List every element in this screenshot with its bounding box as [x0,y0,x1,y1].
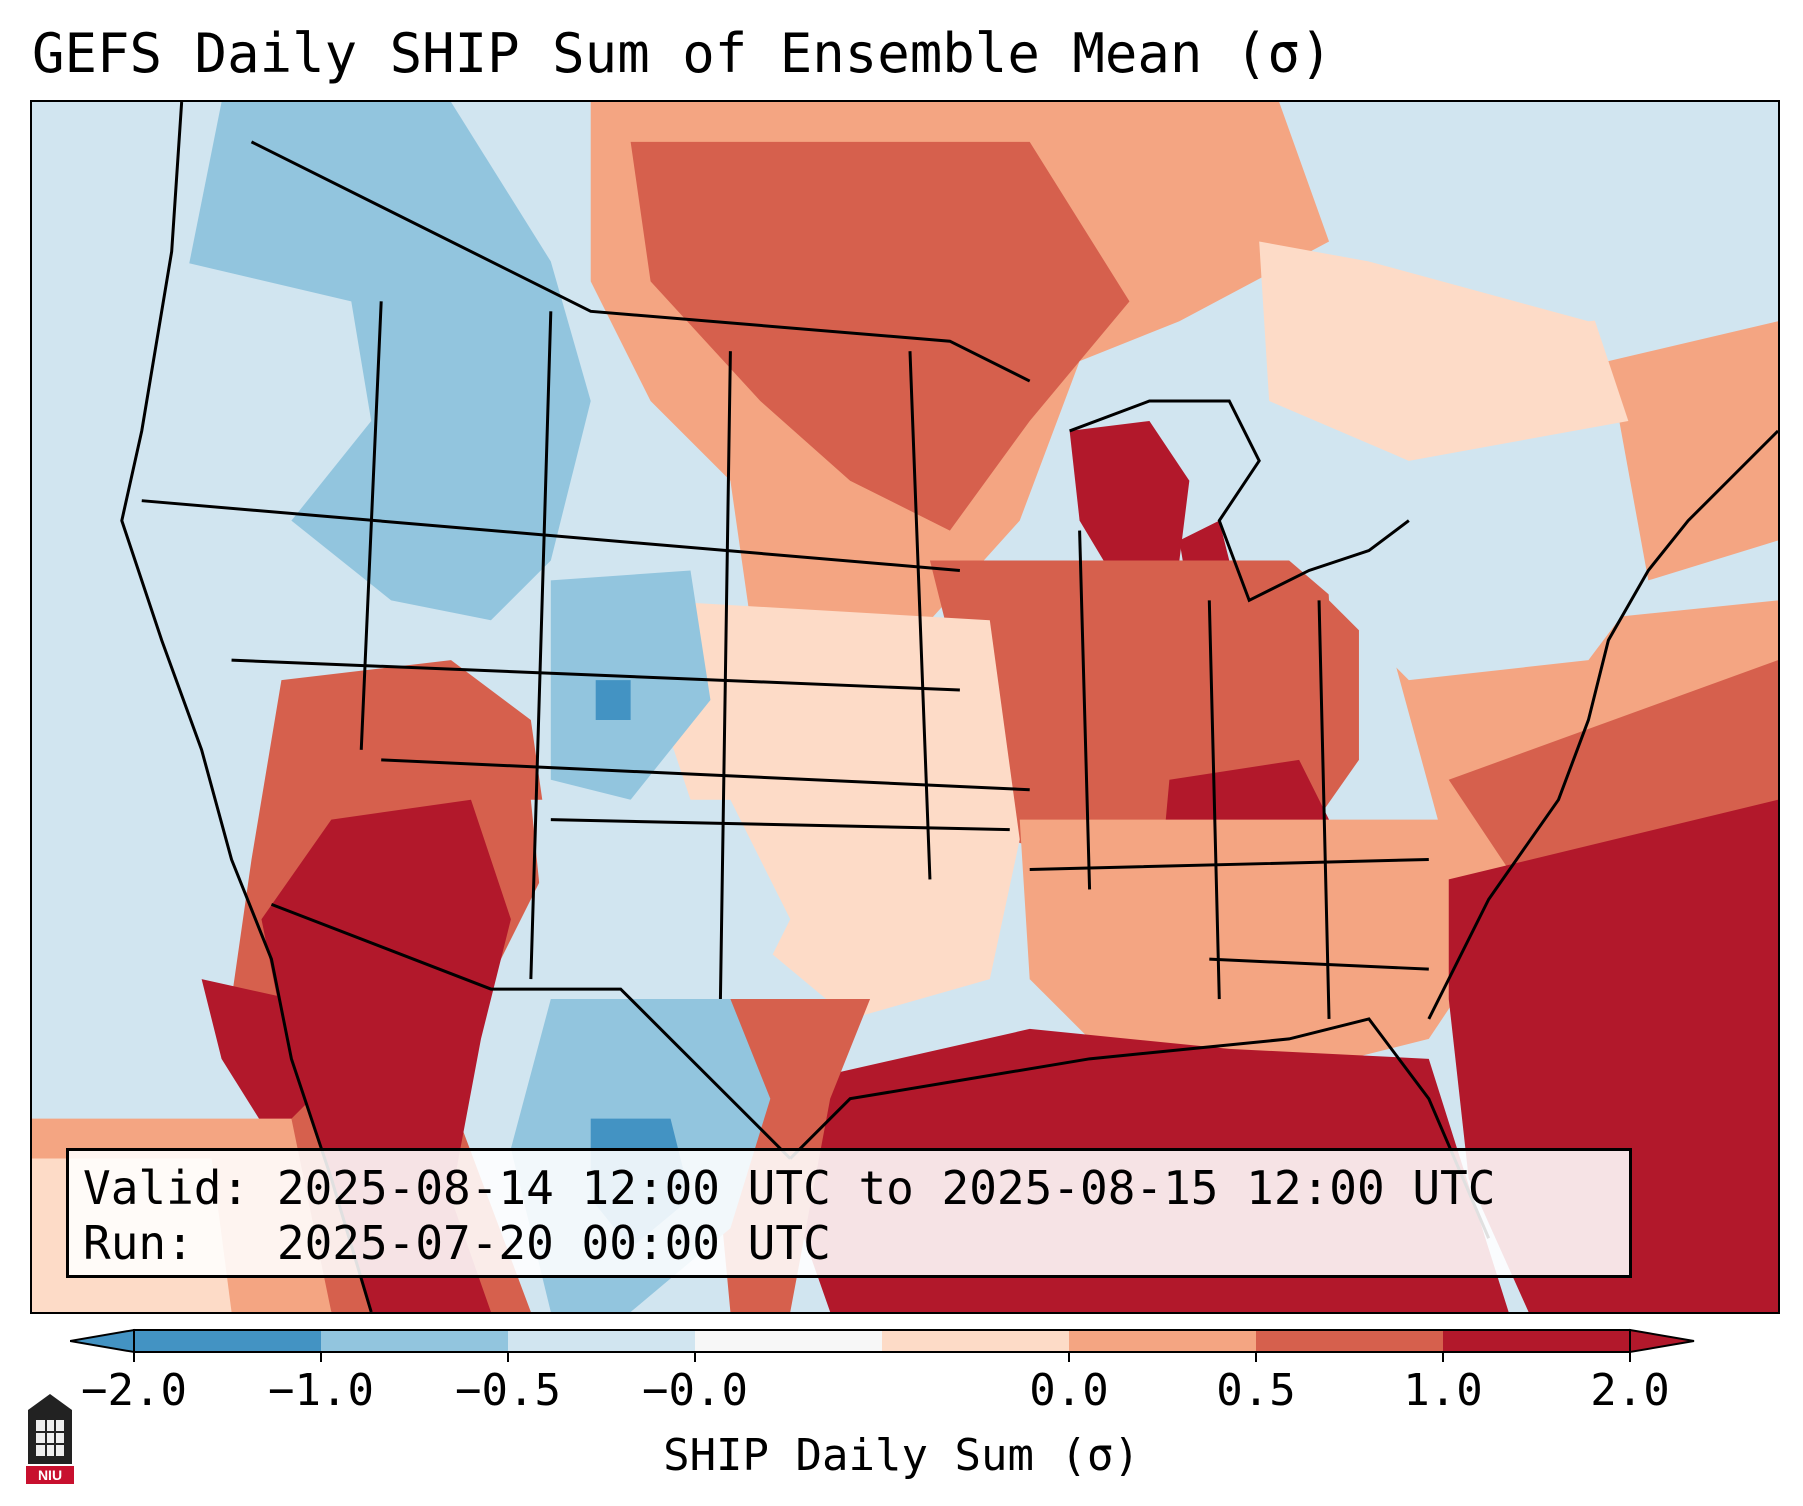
great-lakes [1069,399,1410,603]
run-value: 2025-07-20 00:00 UTC [276,1216,831,1270]
region-canada-northeast-light [1358,102,1778,322]
boundaries [120,102,1778,1312]
colorbar-tick-label: −0.0 [642,1365,748,1416]
state-lines-horizontal [141,499,1429,971]
valid-label: Valid: [83,1161,250,1215]
colorbar-tick-label: −1.0 [268,1365,374,1416]
colorbar-tick-label: 2.0 [1590,1365,1670,1416]
map-title: GEFS Daily SHIP Sum of Ensemble Mean (σ) [32,22,1333,85]
colorbar-tick-label: 0.0 [1029,1365,1109,1416]
colorbar-segment [508,1330,695,1352]
colorbar-segment [882,1330,1069,1352]
border-canada [250,140,1031,383]
coastline-west [120,102,373,1312]
colorbar-border [133,1329,1631,1353]
colorbar-label: SHIP Daily Sum (σ) [663,1430,1140,1481]
colorbar-extend-high [1629,1328,1695,1354]
region-northwest-light [151,261,372,521]
colorbar-tick-label: 0.5 [1216,1365,1296,1416]
colorbar-extend-low [70,1328,135,1354]
gulf-coast [789,1017,1491,1239]
state-lines-vertical [359,301,1331,1020]
colorbar-segment [1443,1330,1630,1352]
niu-logo-icon: NIU [26,1394,74,1484]
region-wisconsin-red [1069,420,1190,571]
east-coast [1427,429,1778,1020]
colorbar-segment [134,1330,321,1352]
anomaly-map [32,102,1778,1312]
map-frame [30,100,1780,1314]
colorbar [70,1328,1695,1362]
region-colorado-deep [595,680,631,720]
region-northeast-light [1319,420,1649,681]
colorbar-tick-label: −2.0 [81,1365,187,1416]
valid-value: 2025-08-14 12:00 UTC to 2025-08-15 12:00… [276,1161,1496,1215]
region-new-england-salmon [1608,321,1778,581]
logo-text: NIU [38,1467,62,1483]
colorbar-segment [321,1330,508,1352]
border-mexico [270,902,792,1160]
colorbar-segment [1256,1330,1443,1352]
region-southeast-salmon [1019,819,1509,1079]
colorbar-tick-label: −0.5 [455,1365,561,1416]
colorbar-tick-label: 1.0 [1403,1365,1483,1416]
region-southern-plains-light [530,799,791,1000]
valid-run-info-box: Valid: 2025-08-14 12:00 UTC to 2025-08-1… [66,1148,1632,1278]
run-label: Run: [83,1216,194,1270]
colorbar-segment [1069,1330,1256,1352]
colorbar-segment [695,1330,882,1352]
